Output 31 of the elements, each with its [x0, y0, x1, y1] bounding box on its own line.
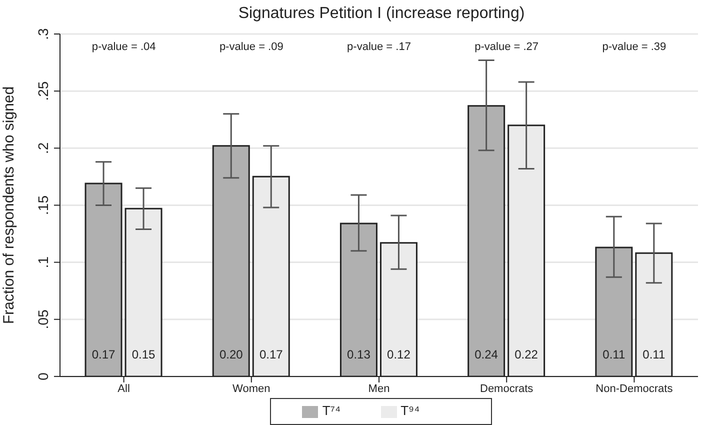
legend-label: T⁷⁴	[322, 403, 341, 418]
data-label: 0.11	[642, 347, 666, 362]
data-label: 0.22	[514, 347, 538, 362]
annotation: p-value = .39	[602, 40, 666, 53]
x-tick-label: Democrats	[480, 383, 534, 396]
x-tick-label: Non-Democrats	[596, 383, 674, 396]
y-axis-title: Fraction of respondents who signed	[0, 86, 18, 324]
y-tick-label: .1	[35, 256, 51, 268]
data-label: 0.11	[602, 347, 626, 362]
data-label: 0.15	[132, 347, 156, 362]
data-label: 0.24	[474, 347, 498, 362]
annotation: p-value = .09	[219, 40, 284, 53]
x-tick-label: Women	[232, 383, 270, 396]
annotation: p-value = .27	[474, 40, 539, 53]
x-tick-label: All	[118, 383, 130, 396]
data-label: 0.12	[387, 347, 411, 362]
data-label: 0.20	[219, 347, 244, 362]
y-tick-label: 0	[35, 372, 51, 380]
y-tick-label: .15	[35, 195, 51, 215]
y-tick-label: .05	[35, 309, 51, 330]
chart-title: Signatures Petition I (increase reporting)	[237, 5, 526, 23]
data-label: 0.17	[259, 347, 284, 362]
x-tick-label: Men	[368, 383, 390, 396]
annotation: p-value = .17	[347, 40, 411, 53]
y-tick-label: .3	[35, 28, 51, 40]
annotation: p-value = .04	[92, 40, 156, 53]
data-label: 0.13	[347, 347, 371, 362]
y-tick-label: .25	[35, 81, 51, 101]
y-tick-label: .2	[35, 142, 51, 154]
data-label: 0.17	[92, 347, 116, 362]
legend-label: T⁹⁴	[400, 403, 420, 418]
